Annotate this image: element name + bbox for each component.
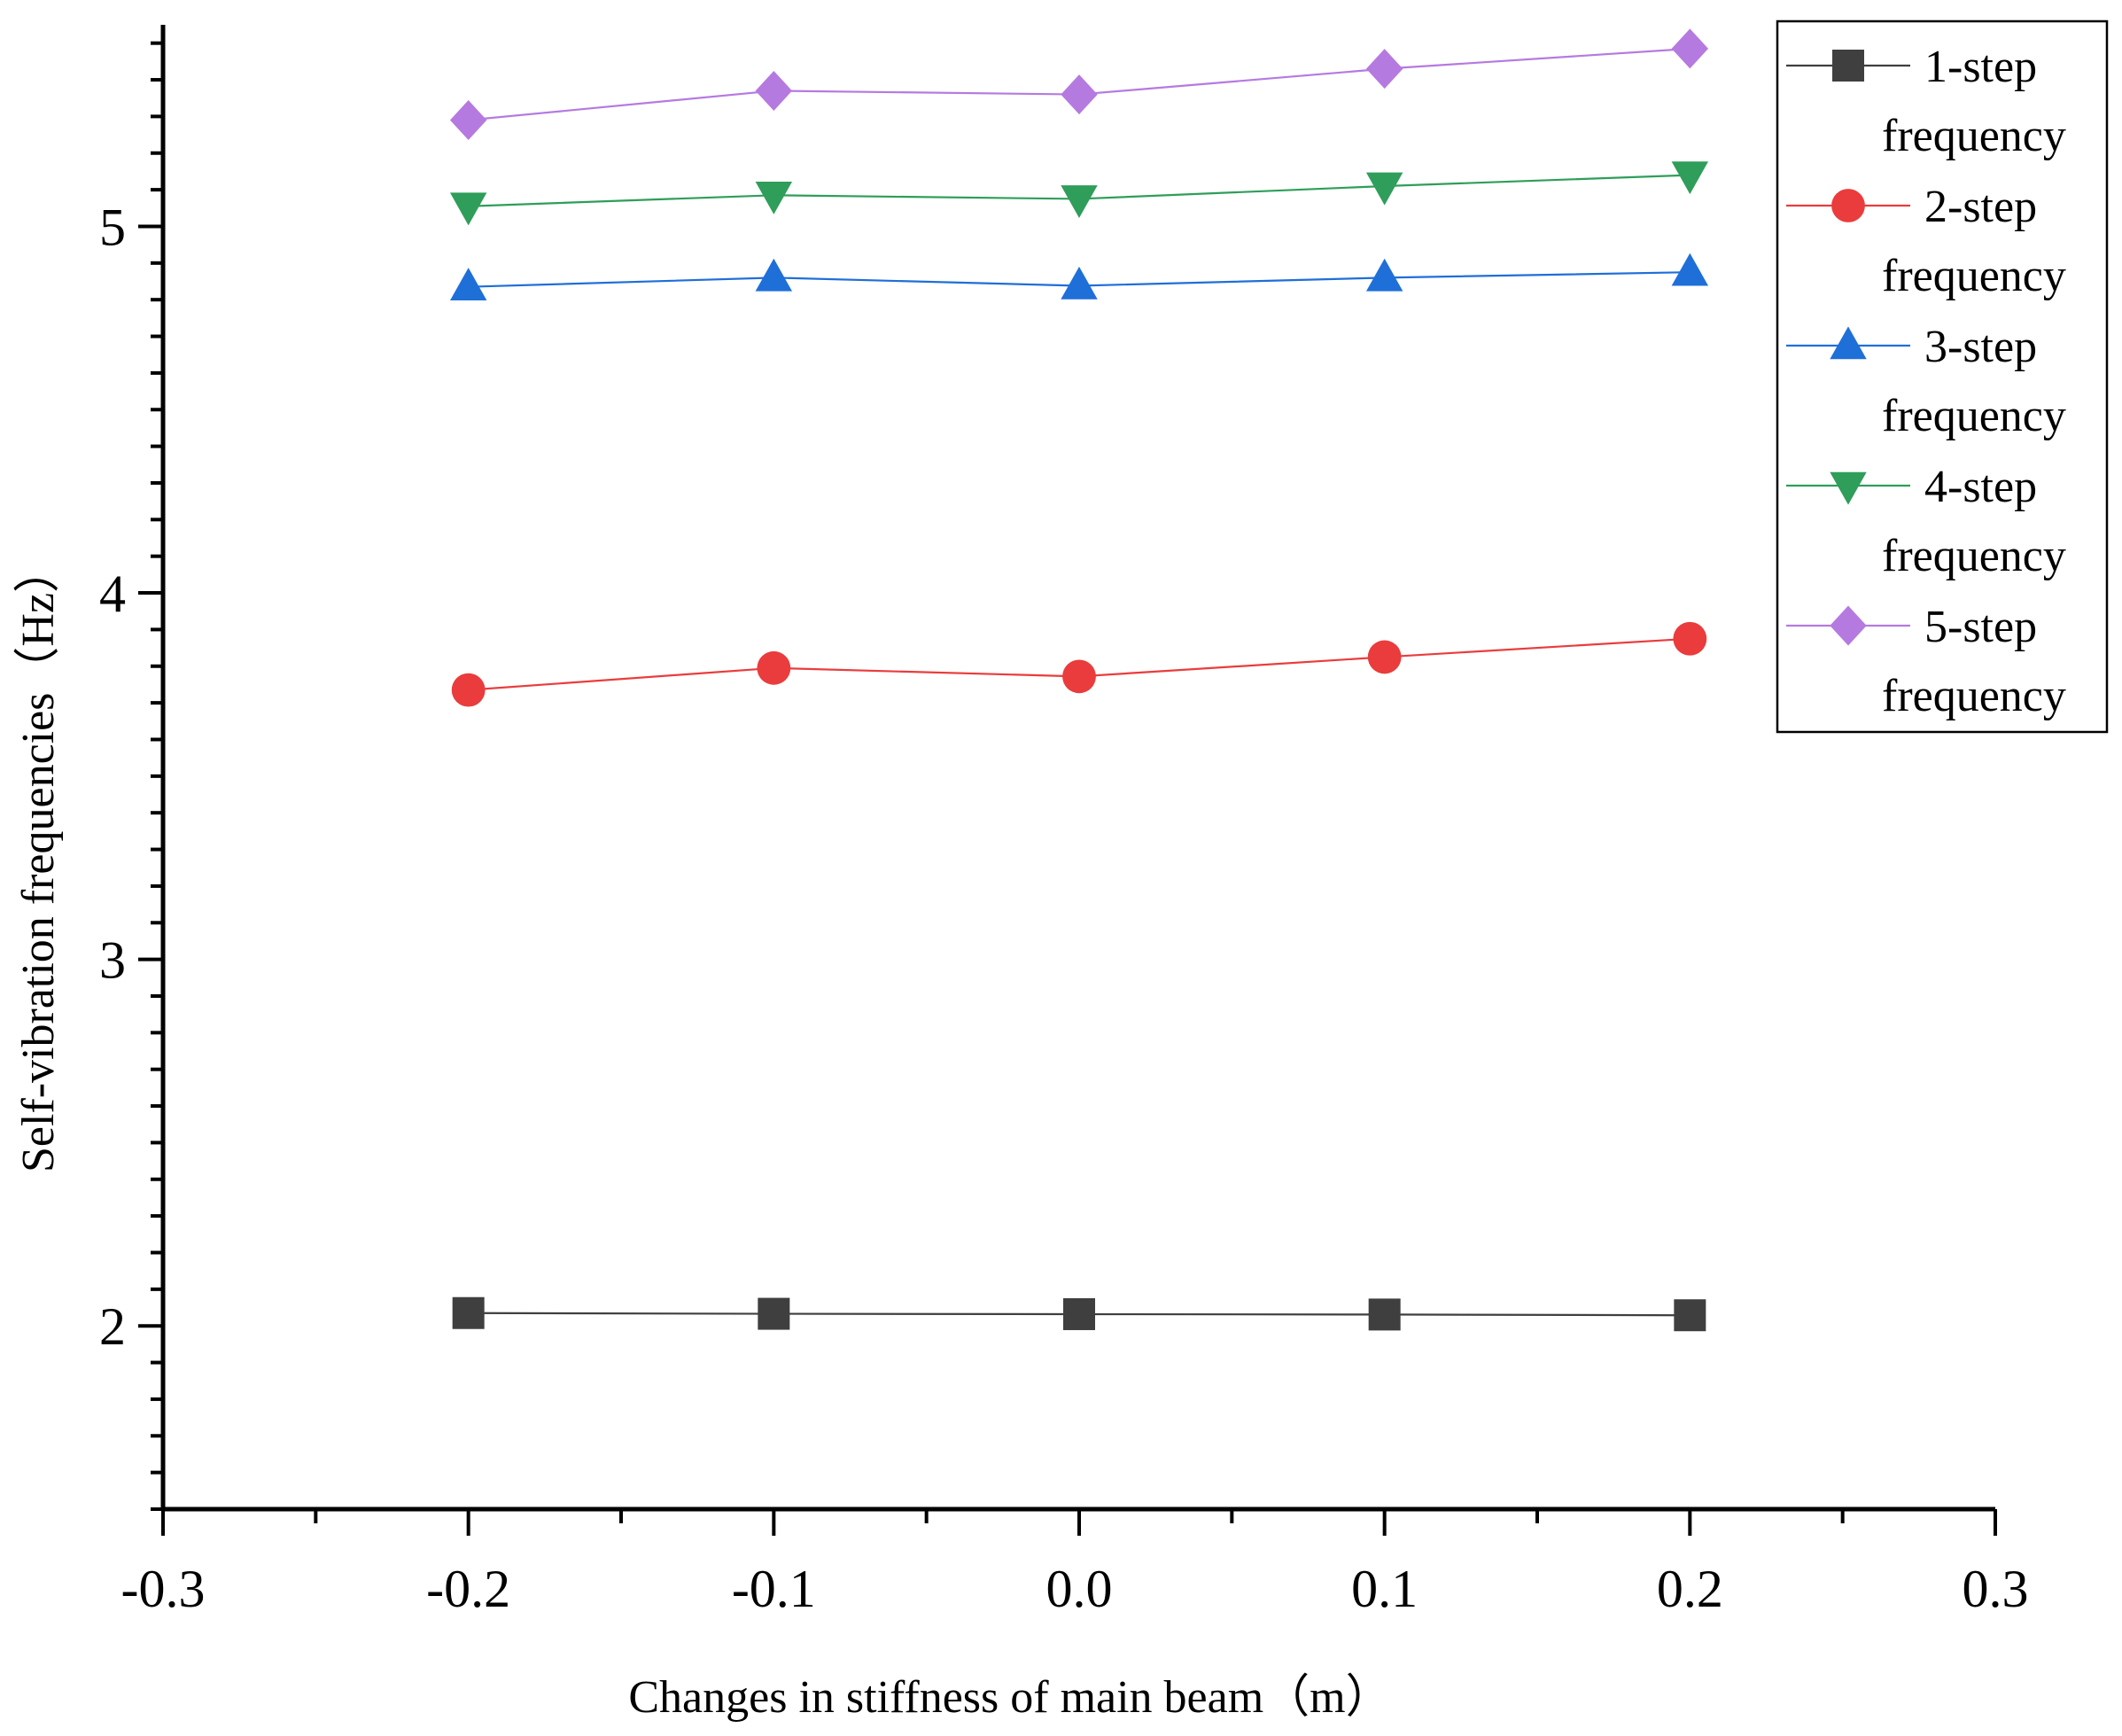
x-axis-title: Changes in stiffness of main beam（m）	[628, 1672, 1391, 1723]
y-tick-label: 2	[99, 1297, 126, 1356]
legend-marker	[1830, 326, 1867, 360]
series-4-point	[1671, 161, 1709, 195]
x-tick-label: 0.2	[1657, 1560, 1723, 1618]
legend-marker	[1830, 605, 1867, 646]
series-2-point	[451, 673, 486, 707]
legend-marker	[1830, 471, 1867, 505]
series-1-point	[452, 1296, 485, 1329]
legend: 1-step frequency 2-step frequency 3-step freq…	[1776, 19, 2109, 734]
legend-label-line2: frequency	[1882, 251, 2066, 301]
series-4	[449, 161, 1709, 226]
x-tick-label: -0.1	[732, 1560, 816, 1618]
x-tick-label: 0.3	[1963, 1560, 2029, 1618]
legend-entry-4: 4-step frequency	[1786, 462, 2066, 581]
series-3-point	[1671, 253, 1709, 286]
axes	[160, 25, 1995, 1512]
legend-marker	[1831, 189, 1865, 222]
legend-label-line2: frequency	[1882, 111, 2066, 161]
x-tick-label: -0.3	[121, 1560, 206, 1618]
series-1-point	[758, 1297, 790, 1330]
x-tick-label: 0.1	[1351, 1560, 1418, 1618]
x-tick-label: -0.2	[426, 1560, 510, 1618]
legend-label-line1: 5-step	[1924, 602, 2037, 652]
legend-entry-3: 3-step frequency	[1786, 322, 2066, 441]
series-1-point	[1674, 1299, 1706, 1332]
series-4-point	[449, 192, 487, 226]
series-2-point	[1367, 640, 1402, 674]
y-tick-label: 5	[99, 198, 126, 256]
series-2-point	[1062, 659, 1096, 694]
legend-entry-5: 5-step frequency	[1786, 602, 2066, 721]
series-1-point	[1368, 1298, 1401, 1331]
series-2-point	[757, 650, 791, 685]
legend-label-line2: frequency	[1882, 671, 2066, 721]
series-layer	[449, 28, 1709, 1332]
series-1-point	[1063, 1297, 1095, 1330]
legend-marker	[1832, 50, 1864, 82]
legend-box	[1776, 19, 2109, 734]
legend-label-line1: 4-step	[1924, 462, 2037, 512]
series-5-point	[1365, 49, 1403, 90]
series-3-point	[1365, 258, 1403, 292]
legend-entry-2: 2-step frequency	[1786, 182, 2066, 301]
y-tick-label: 4	[99, 564, 126, 623]
legend-label-line2: frequency	[1882, 531, 2066, 581]
x-tick-label: 0.0	[1046, 1560, 1113, 1618]
series-5-point	[449, 100, 487, 141]
series-5	[449, 28, 1709, 141]
ticks: -0.3 -0.2 -0.1 0.0 0.1 0.2 0.3 2 3 4 5	[99, 41, 2029, 1618]
series-4-point	[755, 182, 793, 214]
legend-entry-1: 1-step frequency	[1786, 42, 2066, 161]
legend-label-line1: 2-step	[1924, 182, 2037, 232]
legend-label-line1: 1-step	[1924, 42, 2037, 92]
y-axis-title: Self-vibration frequencies（Hz）	[13, 547, 64, 1172]
series-3-point	[449, 268, 487, 301]
y-tick-label: 3	[99, 931, 126, 990]
series-3	[449, 253, 1709, 301]
series-5-point	[755, 70, 793, 111]
series-4-point	[1365, 172, 1403, 206]
series-2-point	[1673, 621, 1707, 656]
series-1	[452, 1296, 1706, 1332]
series-3-point	[1061, 266, 1098, 300]
series-5-point	[1061, 74, 1098, 115]
series-2	[451, 621, 1707, 707]
legend-label-line1: 3-step	[1924, 322, 2037, 372]
series-4-point	[1061, 185, 1098, 219]
legend-label-line2: frequency	[1882, 391, 2066, 441]
series-5-point	[1671, 28, 1709, 69]
series-3-point	[755, 258, 793, 292]
